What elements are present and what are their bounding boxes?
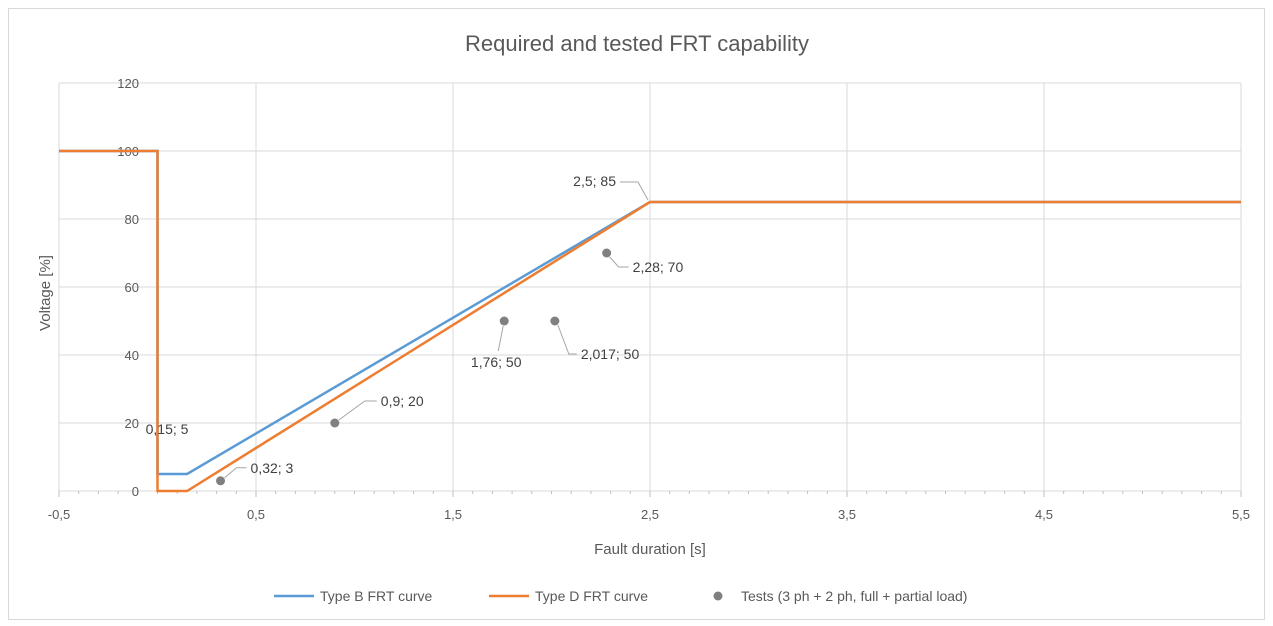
x-tick-label: -0,5 — [48, 507, 70, 522]
gridlines — [58, 82, 1242, 497]
legend-swatch — [713, 591, 723, 601]
legend-item: Type B FRT curve — [274, 588, 433, 604]
y-axis-title: Voltage [%] — [37, 255, 54, 331]
x-tick-label: 5,5 — [1232, 507, 1250, 522]
y-tick-label: 40 — [125, 348, 139, 363]
chart-frame: Required and tested FRT capability 0 20 40… — [8, 8, 1265, 620]
test-point — [550, 316, 560, 326]
test-point — [499, 316, 509, 326]
legend: Type B FRT curve Type D FRT curve Tests (3… — [274, 588, 967, 604]
data-label: 2,017; 50 — [581, 346, 640, 362]
data-label: 0,15; 5 — [146, 421, 189, 437]
data-label: 2,5; 85 — [573, 173, 616, 189]
y-tick-label: 80 — [125, 212, 139, 227]
label-leader-line — [609, 256, 629, 268]
x-tick-label: 1,5 — [444, 507, 462, 522]
legend-label: Type D FRT curve — [535, 588, 648, 604]
label-leader-line — [620, 181, 649, 201]
x-axis-title: Fault duration [s] — [594, 541, 706, 558]
y-tick-label: 20 — [125, 416, 139, 431]
label-leader-line — [557, 324, 577, 355]
y-tick-label: 60 — [125, 280, 139, 295]
test-point — [330, 418, 340, 428]
frt-chart: Required and tested FRT capability 0 20 40… — [37, 31, 1250, 604]
test-point — [216, 476, 226, 486]
data-label: 0,32; 3 — [251, 460, 294, 476]
data-label: 1,76; 50 — [471, 354, 522, 370]
legend-label: Tests (3 ph + 2 ph, full + partial load) — [741, 588, 967, 604]
label-leader-line — [497, 325, 504, 352]
data-label: 2,28; 70 — [633, 259, 684, 275]
legend-label: Type B FRT curve — [320, 588, 433, 604]
series-line — [59, 149, 1241, 493]
x-tick-label: 2,5 — [641, 507, 659, 522]
chart-title: Required and tested FRT capability — [465, 31, 809, 56]
x-tick-label: 0,5 — [247, 507, 265, 522]
label-leader-line — [224, 467, 247, 479]
label-leader-line — [338, 400, 377, 421]
data-labels: 0,15; 5 2,5; 85 0,32; 3 0,9; 20 1,76; 50 2,01… — [146, 173, 684, 479]
y-tick-label: 120 — [117, 76, 139, 91]
x-tick-label: 3,5 — [838, 507, 856, 522]
legend-item: Type D FRT curve — [489, 588, 648, 604]
legend-item: Tests (3 ph + 2 ph, full + partial load) — [713, 588, 967, 604]
test-point — [602, 248, 612, 258]
y-tick-label: 0 — [132, 484, 139, 499]
data-label: 0,9; 20 — [381, 393, 424, 409]
x-tick-label: 4,5 — [1035, 507, 1053, 522]
series-layer — [59, 149, 1241, 493]
